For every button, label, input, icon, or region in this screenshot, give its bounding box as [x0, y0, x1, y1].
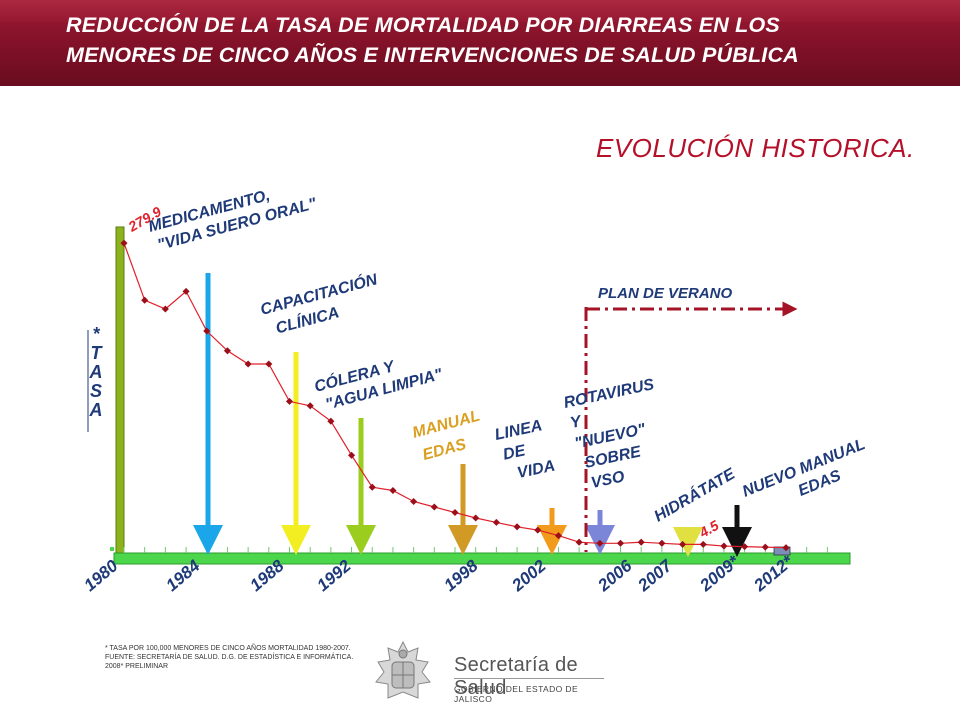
intervention-label: ROTAVIRUSY"NUEVO"SOBREVSO [562, 376, 673, 494]
data-point [410, 497, 418, 506]
intervention-label-line: VSO [590, 468, 627, 492]
y-axis-label-char: T [91, 343, 104, 363]
organization-divider [454, 678, 604, 679]
y-axis-bar [115, 226, 125, 554]
intervention-label: NUEVO MANUALEDAS [740, 436, 875, 519]
intervention-label: HIDRÁTATE [651, 463, 740, 525]
organization-subtitle: GOBIERNO DEL ESTADO DE JALISCO [454, 684, 579, 704]
intervention-label-line: Y [569, 413, 584, 432]
data-point [203, 327, 211, 335]
data-point [637, 538, 645, 546]
data-point [554, 532, 562, 540]
y-axis-label: * T A S A [89, 324, 104, 420]
data-point [389, 486, 397, 495]
footnote-line1: * TASA POR 100,000 MENORES DE CINCO AÑOS… [105, 645, 351, 652]
organization-name: Secretaría de Salud [454, 654, 578, 699]
data-point [306, 402, 314, 410]
data-point [244, 360, 252, 368]
data-point [782, 544, 790, 552]
data-point [265, 360, 273, 368]
data-point [492, 518, 500, 526]
data-point [679, 540, 687, 548]
header-bar: REDUCCIÓN DE LA TASA DE MORTALIDAD POR D… [0, 0, 960, 86]
data-point [161, 305, 169, 313]
data-point [616, 539, 625, 547]
data-point [513, 523, 521, 531]
intervention-markers [193, 273, 798, 557]
footnote-line2: FUENTE: SECRETARÍA DE SALUD. D.G. DE EST… [105, 654, 354, 661]
data-point [472, 514, 480, 522]
intervention-label-line: ROTAVIRUS [562, 376, 656, 412]
footnote: * TASA POR 100,000 MENORES DE CINCO AÑOS… [105, 644, 353, 671]
data-point [223, 347, 231, 355]
data-point [699, 540, 707, 548]
data-point [720, 542, 728, 550]
rate-series [120, 239, 790, 552]
page-title: REDUCCIÓN DE LA TASA DE MORTALIDAD POR D… [66, 10, 926, 70]
page-title-line2: MENORES DE CINCO AÑOS E INTERVENCIONES D… [66, 43, 799, 67]
jalisco-seal-icon [375, 640, 431, 699]
data-point [575, 538, 583, 546]
intervention-label-line: LINEA [493, 417, 543, 444]
data-point [430, 503, 438, 511]
data-point [741, 543, 749, 551]
data-point [596, 539, 604, 547]
y-axis-label-char: * [92, 324, 100, 344]
intervention-label-line: VIDA [516, 458, 557, 483]
intervention-label-line: DE [502, 442, 529, 464]
data-point [182, 287, 190, 295]
intervention-label: LINEADEVIDA [493, 416, 556, 485]
page-title-line1: REDUCCIÓN DE LA TASA DE MORTALIDAD POR D… [66, 13, 780, 37]
y-axis-label-char: A [89, 400, 103, 420]
intervention-label: CAPACITACIÓNCLÍNICA [258, 269, 385, 340]
intervention-label-line: EDAS [421, 436, 469, 464]
y-axis-label-char: S [90, 381, 102, 401]
intervention-label-line: HIDRÁTATE [651, 463, 740, 525]
data-point [120, 239, 128, 247]
intervention-label-line: MANUAL [411, 407, 482, 441]
header-highlight [0, 0, 960, 22]
organization-logo: Secretaría de Salud GOBIERNO DEL ESTADO … [372, 632, 612, 712]
data-point [285, 397, 294, 405]
x-axis-band [113, 552, 851, 565]
y-axis-foot [110, 547, 114, 551]
data-point [348, 451, 356, 459]
plan-verano-label: PLAN DE VERANO [598, 285, 733, 302]
intervention-label: MEDICAMENTO,"VIDA SUERO ORAL" [147, 176, 319, 255]
intervention-label: MANUALEDAS [411, 407, 489, 465]
footnote-line3: 2008* PRELIMINAR [105, 663, 169, 670]
y-axis-label-char: A [89, 362, 103, 382]
data-point [368, 483, 376, 491]
data-point [141, 296, 149, 304]
section-title: EVOLUCIÓN HISTORICA. [596, 133, 915, 163]
data-point [761, 543, 769, 551]
data-label: 4.5 [696, 517, 722, 541]
data-point [534, 526, 542, 534]
intervention-label: CÓLERA Y"AGUA LIMPIA" [312, 345, 445, 415]
data-point [451, 508, 459, 517]
data-point [327, 417, 335, 425]
data-point [658, 539, 666, 547]
